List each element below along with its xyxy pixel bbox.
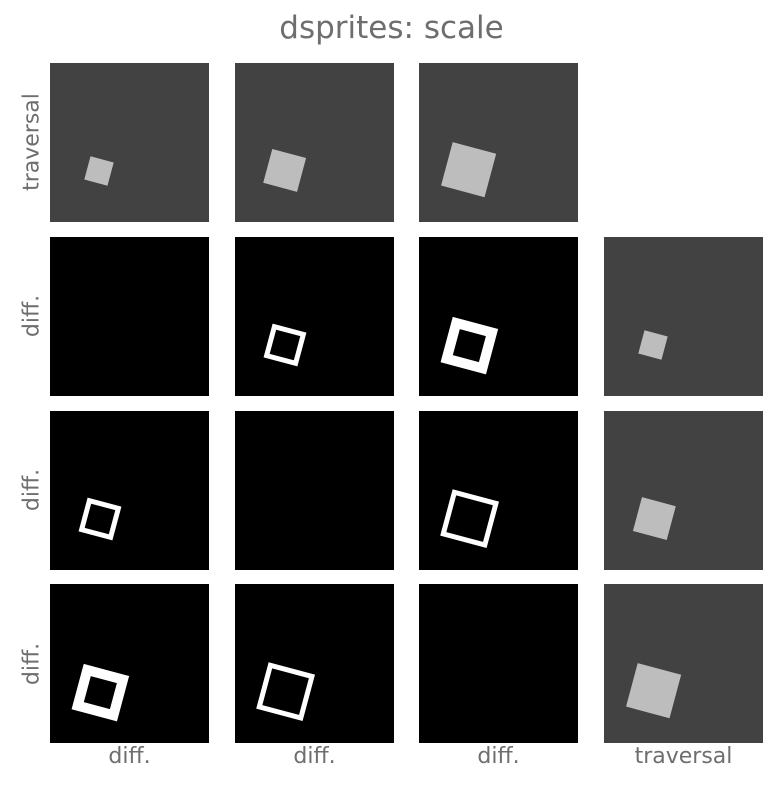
diff-panel-ring-thick: [50, 584, 209, 743]
diff-outline-small: [78, 497, 122, 541]
diff-outline-large: [256, 662, 316, 722]
row-label-traversal: traversal: [19, 93, 45, 191]
square-sprite-large: [441, 142, 497, 198]
diff-panel-empty: [419, 584, 578, 743]
traversal-panel-small: [604, 237, 763, 396]
col-label-traversal: traversal: [634, 744, 733, 769]
square-sprite-large: [626, 663, 682, 719]
traversal-panel-small: [50, 63, 209, 222]
row-label-diff-2: diff.: [19, 468, 45, 512]
col-label-diff-2: diff.: [293, 744, 336, 769]
diff-panel-ring-large: [235, 584, 394, 743]
traversal-panel-medium: [604, 411, 763, 570]
diff-panel-empty: [50, 237, 209, 396]
square-sprite-medium: [263, 148, 307, 192]
diff-panel-ring-small: [50, 411, 209, 570]
diff-outline-small: [263, 323, 307, 367]
diff-panel-ring-large: [419, 411, 578, 570]
traversal-panel-large: [604, 584, 763, 743]
diff-outline-large: [440, 489, 500, 549]
col-label-diff-3: diff.: [477, 744, 520, 769]
row-label-diff-1: diff.: [19, 294, 45, 338]
traversal-panel-medium: [235, 63, 394, 222]
traversal-panel-large: [419, 63, 578, 222]
diff-panel-ring-small: [235, 237, 394, 396]
col-label-diff-1: diff.: [108, 744, 151, 769]
diff-panel-empty: [235, 411, 394, 570]
square-sprite-small: [84, 156, 114, 186]
diff-outline-thick: [71, 663, 130, 722]
row-label-diff-3: diff.: [19, 642, 45, 686]
square-sprite-small: [638, 330, 668, 360]
square-sprite-medium: [632, 497, 676, 541]
diff-outline-thick: [440, 316, 499, 375]
diff-panel-ring-thick: [419, 237, 578, 396]
figure-title: dsprites: scale: [279, 10, 504, 46]
